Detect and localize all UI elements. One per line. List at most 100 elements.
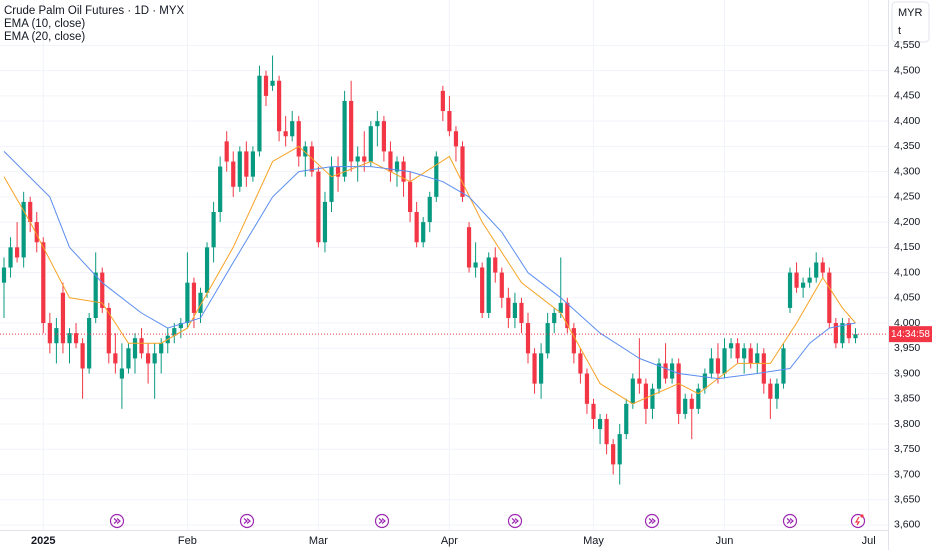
event-icon[interactable] [374, 513, 390, 529]
candle-body [427, 196, 432, 223]
candle-body [211, 212, 216, 248]
candle-body [833, 323, 838, 344]
y-tick-label: 3,700 [894, 468, 920, 480]
candle-body [774, 383, 780, 399]
candle-body [21, 201, 26, 258]
candle-body [742, 348, 747, 359]
candle-body [47, 323, 52, 344]
candle-body [597, 418, 603, 430]
candle-body [322, 201, 328, 243]
x-tick-label: Mar [309, 535, 328, 547]
candle-body [650, 388, 655, 409]
y-tick-label: 4,200 [894, 216, 920, 228]
event-icon[interactable] [782, 513, 798, 529]
ema-line [3, 151, 856, 380]
candle-body [486, 257, 491, 313]
candle-body [381, 121, 387, 152]
candle-body [67, 333, 72, 344]
candle-body [159, 343, 164, 354]
event-icon[interactable] [507, 513, 523, 529]
y-tick-label: 4,300 [894, 165, 920, 177]
candle-body [761, 353, 766, 384]
x-tick-label: Feb [178, 535, 197, 547]
candle-body [565, 302, 570, 329]
event-icon[interactable] [644, 513, 660, 529]
candle-body [820, 262, 825, 273]
x-tick-label: 2025 [31, 535, 55, 547]
candle-body [250, 151, 256, 177]
candle-body [296, 121, 301, 157]
currency: MYR [898, 7, 923, 19]
candle-body [709, 358, 714, 374]
y-tick-label: 4,050 [894, 292, 920, 304]
candle-body [349, 100, 354, 162]
candle-body [421, 222, 426, 243]
candle-body [525, 323, 531, 354]
candle-body [54, 328, 59, 344]
candle-body [768, 383, 773, 399]
candle-body [270, 80, 275, 86]
event-icons [109, 513, 866, 529]
candle-body [624, 403, 629, 435]
unit: t [898, 25, 901, 37]
candle-body [204, 247, 210, 293]
candle-body [152, 353, 157, 364]
candle-body [853, 334, 858, 339]
candle-body [643, 383, 649, 409]
y-tick-label: 3,800 [894, 418, 920, 430]
y-tick-label: 4,500 [894, 64, 920, 76]
indicator-label: EMA (20, close) [4, 31, 85, 43]
candle-body [807, 277, 812, 283]
candle-body [846, 323, 852, 339]
candle-body [447, 111, 452, 132]
candle-body [73, 333, 79, 344]
candle-body [748, 348, 753, 364]
event-icon[interactable] [109, 513, 125, 529]
y-tick-label: 4,450 [894, 90, 920, 102]
candle-body [178, 323, 183, 329]
candle-body [172, 328, 177, 336]
x-tick-label: Jun [716, 535, 734, 547]
candle-body [794, 272, 799, 288]
candle-body [335, 166, 341, 177]
candle-body [722, 348, 727, 374]
y-tick-label: 3,600 [894, 519, 920, 531]
candle-body [715, 358, 721, 374]
candle-body [1, 267, 7, 283]
candle-body [342, 100, 347, 177]
candle-body [814, 262, 819, 278]
candle-body [656, 363, 662, 389]
event-icon[interactable] [239, 513, 255, 529]
candle-body [552, 312, 557, 324]
event-icon[interactable] [850, 513, 866, 529]
candle-body [637, 378, 642, 384]
candle-body [453, 131, 459, 147]
y-tick-label: 4,100 [894, 266, 920, 278]
candle-body [755, 353, 760, 364]
candle-body [781, 348, 786, 384]
candle-body [60, 292, 66, 344]
candle-body [132, 338, 138, 359]
candle-body [545, 323, 550, 354]
candle-body [80, 343, 85, 369]
candle-body [499, 272, 504, 298]
candle-body [584, 373, 590, 404]
candle-body [34, 222, 39, 243]
x-tick-label: Apr [441, 535, 458, 547]
candle-body [480, 267, 485, 313]
candle-body [408, 181, 413, 212]
candle-body [237, 151, 242, 187]
candle-body [611, 444, 616, 465]
candle-body [728, 343, 734, 349]
candle-body [362, 156, 367, 162]
candle-body [604, 418, 609, 445]
candle-body [735, 343, 740, 359]
candle-body [689, 398, 694, 409]
candle-body [663, 363, 668, 379]
candle-body [244, 151, 249, 177]
y-tick-label: 4,350 [894, 140, 920, 152]
currency-box[interactable] [891, 1, 930, 43]
candle-body [683, 398, 688, 414]
